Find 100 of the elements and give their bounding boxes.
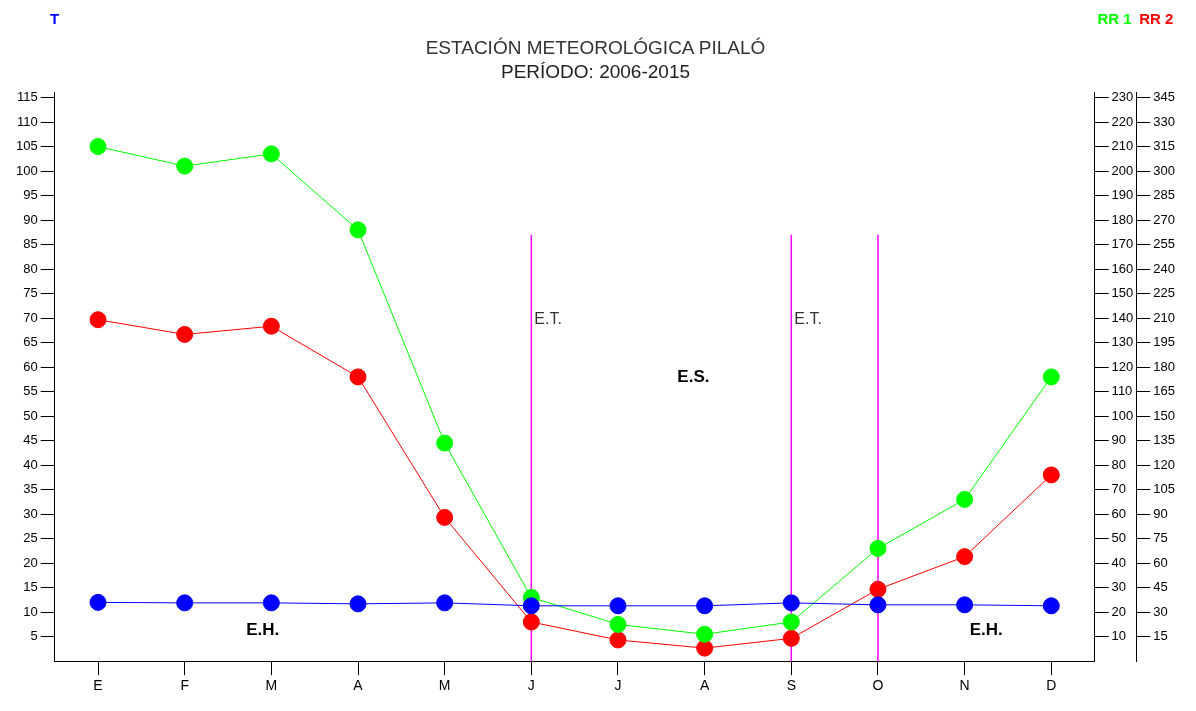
y2-tick-label: 90 <box>1111 432 1127 448</box>
y2-tick-label: 60 <box>1111 505 1127 521</box>
y3-tick-label: 135 <box>1153 432 1176 448</box>
y-tick-label: 80 <box>23 260 38 276</box>
y3-tick-label: 315 <box>1153 138 1176 154</box>
x-tick-label: F <box>180 677 189 694</box>
x-tick-label: E <box>93 677 103 694</box>
x-tick-label: S <box>786 677 796 694</box>
y2-tick-label: 40 <box>1111 554 1127 570</box>
y-tick-label: 45 <box>23 432 38 448</box>
x-tick-label: M <box>438 677 451 694</box>
y3-tick-label: 255 <box>1153 236 1176 252</box>
y3-tick-label: 225 <box>1153 285 1176 301</box>
x-tick-label: M <box>265 677 278 694</box>
y-tick-label: 95 <box>23 187 38 203</box>
y3-tick-label: 165 <box>1153 383 1176 399</box>
annotation: E.H. <box>246 619 280 639</box>
y3-tick-label: 150 <box>1153 407 1176 423</box>
x-tick-label: A <box>699 677 710 694</box>
y-tick-label: 20 <box>23 554 38 570</box>
x-tick-label: N <box>959 677 970 694</box>
y3-tick-label: 30 <box>1153 603 1168 619</box>
point <box>869 580 887 598</box>
y-tick-label: 15 <box>23 579 38 595</box>
point <box>176 157 194 175</box>
y2-tick-label: 160 <box>1111 260 1134 276</box>
point <box>782 613 800 631</box>
point <box>89 138 107 156</box>
y3-tick-label: 105 <box>1153 481 1176 497</box>
point <box>349 221 367 239</box>
y2-tick-label: 210 <box>1111 138 1134 154</box>
y-tick-label: 10 <box>23 603 38 619</box>
point <box>956 548 974 566</box>
y3-tick-label: 120 <box>1153 456 1176 472</box>
y-tick-label: 105 <box>15 138 38 154</box>
y3-tick-label: 90 <box>1153 505 1168 521</box>
y-tick-label: 35 <box>23 481 38 497</box>
y3-tick-label: 330 <box>1153 113 1176 129</box>
y-tick-label: 5 <box>30 628 38 644</box>
y-tick-label: 100 <box>15 162 38 178</box>
chart-title: ESTACIÓN METEOROLÓGICA PILALÓ <box>425 36 766 58</box>
point <box>956 490 974 508</box>
y2-tick-label: 170 <box>1111 236 1134 252</box>
y2-tick-label: 150 <box>1111 285 1134 301</box>
y2-tick-label: 50 <box>1111 530 1127 546</box>
y3-tick-label: 300 <box>1153 162 1176 178</box>
y-tick-label: 115 <box>16 89 38 105</box>
point <box>609 615 627 633</box>
annotation: E.H. <box>969 619 1003 639</box>
point <box>349 368 367 386</box>
point <box>696 625 714 643</box>
y3-tick-label: 75 <box>1153 530 1168 546</box>
x-tick-label: J <box>614 677 622 694</box>
y3-tick-label: 195 <box>1153 334 1176 350</box>
point <box>436 434 454 452</box>
y-tick-label: 110 <box>16 113 38 129</box>
point <box>782 629 800 647</box>
y-tick-label: 40 <box>23 456 38 472</box>
x-tick-label: J <box>527 677 535 694</box>
y-tick-label: 70 <box>23 309 38 325</box>
point <box>869 539 887 557</box>
y3-tick-label: 45 <box>1153 579 1168 595</box>
y2-tick-label: 120 <box>1111 358 1134 374</box>
y-tick-label: 65 <box>23 334 38 350</box>
y-tick-label: 30 <box>23 505 38 521</box>
y3-tick-label: 285 <box>1153 187 1176 203</box>
y2-tick-label: 70 <box>1111 481 1127 497</box>
y2-tick-label: 110 <box>1111 383 1133 399</box>
point <box>1042 466 1060 484</box>
y2-tick-label: 200 <box>1111 162 1134 178</box>
y2-tick-label: 10 <box>1111 628 1127 644</box>
y-axis-title: T <box>50 10 60 28</box>
y3-tick-label: 345 <box>1153 89 1176 105</box>
point <box>609 631 627 649</box>
y-tick-label: 50 <box>23 407 38 423</box>
y2-tick-label: 180 <box>1111 211 1134 227</box>
annotation: E.S. <box>677 366 710 386</box>
y3-tick-label: 15 <box>1153 628 1168 644</box>
point <box>696 639 714 657</box>
point <box>1042 368 1060 386</box>
x-tick-label: O <box>872 677 884 694</box>
ref-line-label: E.T. <box>534 310 562 328</box>
y2-tick-label: 140 <box>1111 309 1134 325</box>
y-tick-label: 55 <box>23 383 38 399</box>
y2-tick-label: 20 <box>1111 603 1127 619</box>
point <box>89 311 107 329</box>
point <box>436 508 454 526</box>
y2-tick-label: 130 <box>1111 334 1134 350</box>
y3-axis-title: RR 2 <box>1139 10 1174 28</box>
y-tick-label: 25 <box>23 530 38 546</box>
point <box>522 613 540 631</box>
y3-tick-label: 240 <box>1153 260 1176 276</box>
x-tick-label: A <box>353 677 364 694</box>
y3-tick-label: 60 <box>1153 554 1168 570</box>
y-tick-label: 90 <box>23 211 38 227</box>
x-tick-label: D <box>1046 677 1057 694</box>
point <box>262 317 280 335</box>
y2-tick-label: 80 <box>1111 456 1127 472</box>
y3-tick-label: 210 <box>1153 309 1176 325</box>
y-tick-label: 85 <box>23 236 38 252</box>
